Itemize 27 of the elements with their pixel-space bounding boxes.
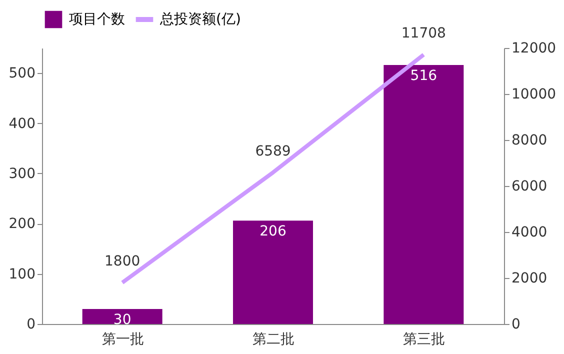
bar <box>384 65 464 324</box>
y-tick-label: 0 <box>26 316 36 332</box>
data-label: 6589 <box>255 143 291 160</box>
data-label: 1800 <box>104 254 140 270</box>
data-label: 206 <box>260 224 286 240</box>
legend-label: 项目个数 <box>69 12 125 28</box>
data-label: 11708 <box>401 26 446 42</box>
bar <box>82 308 162 324</box>
y2-tick-label: 0 <box>512 316 520 332</box>
y-tick-label: 100 <box>8 266 36 282</box>
y2-tick-label: 10000 <box>512 86 556 102</box>
y2-tick-label: 4000 <box>512 224 548 240</box>
y2-tick-label: 12000 <box>512 40 556 56</box>
y2-tick-label: 8000 <box>512 132 548 148</box>
bar <box>233 220 313 324</box>
y-tick-label: 200 <box>8 216 36 232</box>
y-tick-label: 500 <box>8 66 36 82</box>
data-label: 30 <box>113 312 132 328</box>
y-tick-label: 400 <box>8 116 36 132</box>
x-tick-label: 第二批 <box>252 332 294 348</box>
x-tick-label: 第三批 <box>403 332 446 348</box>
data-label: 516 <box>410 68 438 84</box>
legend-label: 总投资额(亿) <box>159 12 241 28</box>
y2-tick-label: 2000 <box>512 270 548 286</box>
y-tick-label: 300 <box>8 166 36 182</box>
x-tick-label: 第一批 <box>102 332 144 348</box>
y2-tick-label: 6000 <box>512 178 548 194</box>
